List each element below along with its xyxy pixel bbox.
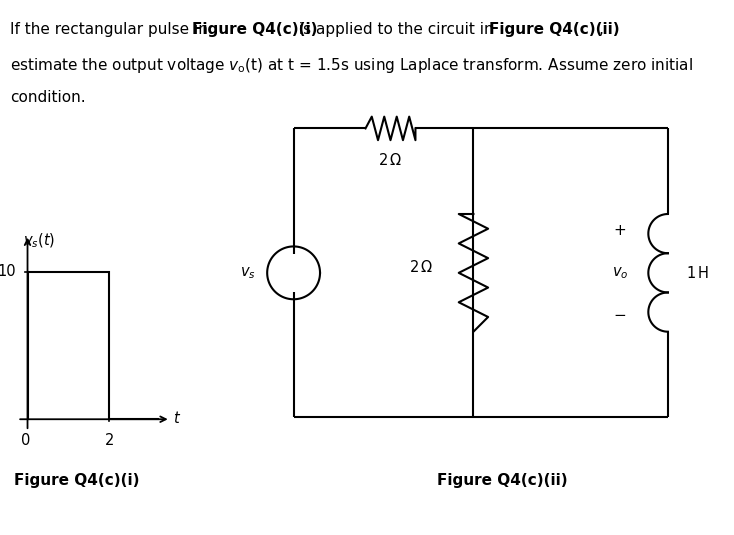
Text: +: + <box>614 223 627 238</box>
Text: estimate the output voltage $v_{\mathregular{o}}$(t) at t = 1.5s using Laplace t: estimate the output voltage $v_{\mathreg… <box>10 56 694 75</box>
Text: Figure Q4(c)(i): Figure Q4(c)(i) <box>15 473 139 488</box>
Text: Figure Q4(c)(ii): Figure Q4(c)(ii) <box>490 22 620 37</box>
Text: −: − <box>614 308 627 323</box>
Text: $t$: $t$ <box>172 410 181 426</box>
Text: $v_o$: $v_o$ <box>612 265 628 281</box>
Text: 0: 0 <box>21 432 30 447</box>
Text: 2: 2 <box>104 432 114 447</box>
Text: is applied to the circuit in: is applied to the circuit in <box>294 22 499 37</box>
Text: $2\,\Omega$: $2\,\Omega$ <box>409 259 433 276</box>
Text: 10: 10 <box>0 264 16 279</box>
Text: ,: , <box>598 22 603 37</box>
Text: condition.: condition. <box>10 90 86 105</box>
Text: If the rectangular pulse in: If the rectangular pulse in <box>10 22 213 37</box>
Text: $v_s$: $v_s$ <box>241 265 256 281</box>
Text: Figure Q4(c)(ii): Figure Q4(c)(ii) <box>437 473 568 488</box>
Text: $v_s(t)$: $v_s(t)$ <box>23 232 56 250</box>
Text: Figure Q4(c)(i): Figure Q4(c)(i) <box>192 22 318 37</box>
Text: $2\,\Omega$: $2\,\Omega$ <box>379 152 402 169</box>
Text: $1\,\mathrm{H}$: $1\,\mathrm{H}$ <box>686 265 710 281</box>
